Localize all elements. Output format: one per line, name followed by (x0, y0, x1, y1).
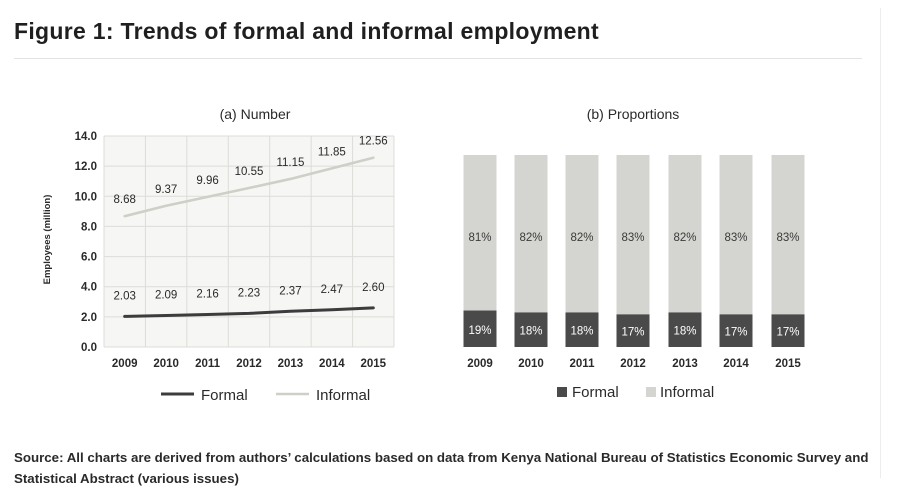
chart-a-data-label: 2.23 (238, 287, 260, 299)
chart-b-bar-formal (668, 312, 702, 347)
chart-a-plot-area (104, 136, 394, 347)
chart-b-bar-formal (719, 314, 753, 347)
chart-a-legend-formal-label: Formal (201, 387, 248, 404)
chart-a-number: (a) Number 0.0 2.0 4.0 6.0 8.0 10.0 12.0 14.0 Emp… (42, 106, 395, 404)
chart-a-y-tick-label: 8.0 (81, 221, 97, 233)
chart-b-x-tick-label: 2014 (723, 358, 749, 370)
chart-a-series-informal-line (123, 156, 375, 218)
chart-b-data-label-formal: 19% (468, 325, 491, 337)
chart-a-data-label: 2.16 (196, 288, 218, 300)
chart-a-data-label: 12.56 (359, 136, 388, 148)
figure-charts: (a) Number 0.0 2.0 4.0 6.0 8.0 10.0 12.0 14.0 Emp… (42, 106, 805, 404)
chart-b-bar-formal (771, 314, 805, 347)
chart-a-y-tick-label: 10.0 (75, 191, 97, 203)
chart-b-legend-informal-swatch (646, 387, 656, 397)
chart-b-title: (b) Proportions (587, 106, 680, 122)
chart-a-data-label: 10.55 (235, 166, 264, 178)
chart-a-data-label: 11.85 (318, 146, 346, 158)
chart-b-proportions: (b) Proportions 81% 19% 2009 82% 18% 2010 82% 18… (463, 106, 805, 401)
chart-b-data-label-informal: 82% (673, 232, 696, 244)
source-note: Source: All charts are derived from auth… (14, 450, 869, 486)
chart-b-bar-informal (668, 155, 702, 313)
chart-b-bar-formal (514, 312, 548, 347)
chart-b-bar-informal (719, 155, 753, 315)
chart-a-series-formal-line (123, 306, 375, 318)
chart-a-x-tick-label: 2011 (195, 358, 221, 370)
chart-a-data-label: 2.47 (321, 284, 343, 296)
chart-b-legend-formal-label: Formal (572, 384, 619, 401)
chart-b-bar-informal (463, 155, 497, 311)
figure-title: Figure 1: Trends of formal and informal … (14, 18, 599, 44)
chart-a-y-tick-label: 6.0 (81, 252, 97, 264)
chart-a-y-tick-label: 14.0 (75, 131, 97, 143)
chart-a-data-label: 11.15 (276, 157, 304, 169)
chart-a-x-tick-label: 2009 (112, 358, 138, 370)
chart-b-data-label-formal: 17% (621, 327, 644, 339)
chart-a-x-tick-label: 2012 (236, 358, 262, 370)
chart-b-x-tick-label: 2015 (775, 358, 801, 370)
chart-b-data-label-formal: 18% (519, 326, 542, 338)
chart-b-bar-formal (565, 312, 599, 347)
chart-b-data-label-formal: 17% (724, 327, 747, 339)
chart-b-data-label-formal: 18% (673, 326, 696, 338)
chart-a-data-label: 2.03 (114, 290, 136, 302)
chart-b-data-label-formal: 17% (776, 327, 799, 339)
chart-b-data-label-informal: 82% (570, 232, 593, 244)
chart-a-legend-informal-label: Informal (316, 387, 370, 404)
chart-a-title: (a) Number (220, 106, 291, 122)
chart-a-data-label: 2.60 (362, 282, 384, 294)
chart-b-bar-formal (616, 314, 650, 347)
chart-a-data-label: 9.37 (155, 184, 177, 196)
chart-b-x-tick-label: 2013 (672, 358, 698, 370)
chart-b-data-label-informal: 83% (776, 232, 799, 244)
chart-a-data-label: 8.68 (114, 194, 136, 206)
chart-b-bar-informal (565, 155, 599, 313)
chart-b-data-label-informal: 83% (621, 232, 644, 244)
chart-b-bar-informal (771, 155, 805, 315)
chart-b-x-tick-label: 2010 (518, 358, 544, 370)
chart-b-x-tick-label: 2011 (570, 358, 596, 370)
chart-b-bar-informal (616, 155, 650, 315)
chart-b-x-tick-label: 2009 (467, 358, 493, 370)
chart-a-y-tick-label: 2.0 (81, 312, 97, 324)
chart-a-y-tick-label: 0.0 (81, 342, 97, 354)
chart-a-data-label: 2.37 (279, 285, 301, 297)
chart-a-x-tick-label: 2015 (360, 358, 386, 370)
chart-a-y-tick-label: 12.0 (75, 161, 97, 173)
chart-a-x-tick-label: 2013 (278, 358, 304, 370)
chart-b-x-tick-label: 2012 (620, 358, 646, 370)
chart-b-bar-informal (514, 155, 548, 313)
chart-b-data-label-informal: 82% (519, 232, 542, 244)
chart-b-legend-formal-swatch (557, 387, 567, 397)
chart-b-bar-formal (463, 310, 497, 347)
chart-b-data-label-informal: 81% (468, 232, 491, 244)
chart-b-legend-informal-label: Informal (660, 384, 714, 401)
chart-a-y-tick-label: 4.0 (81, 282, 97, 294)
chart-a-data-label: 2.09 (155, 290, 177, 302)
chart-a-y-axis-label: Employees (million) (42, 195, 53, 285)
page-edge-divider (880, 8, 881, 478)
title-divider (14, 58, 862, 59)
chart-a-data-label: 9.96 (196, 175, 218, 187)
chart-b-data-label-informal: 83% (724, 232, 747, 244)
chart-b-data-label-formal: 18% (570, 326, 593, 338)
chart-a-x-tick-label: 2010 (153, 358, 179, 370)
chart-a-x-tick-label: 2014 (319, 358, 345, 370)
